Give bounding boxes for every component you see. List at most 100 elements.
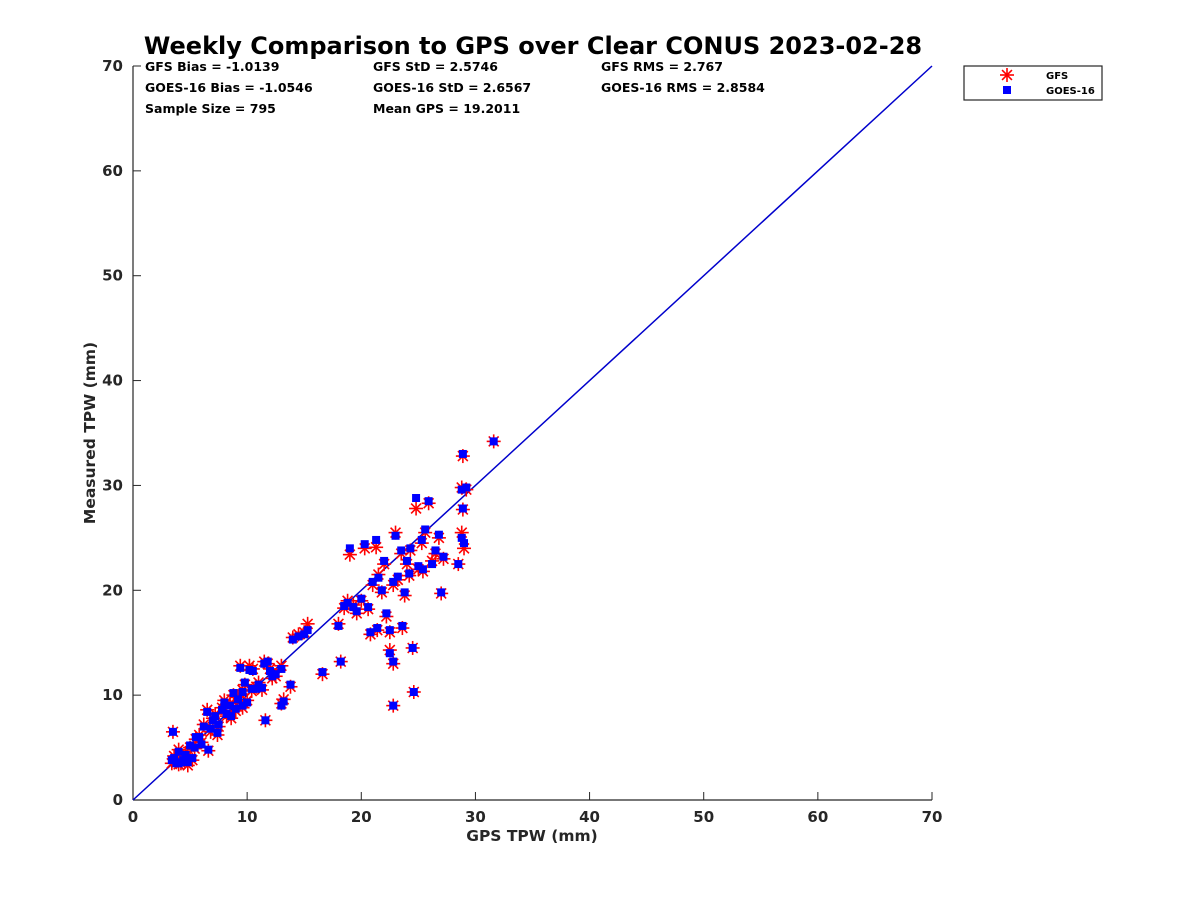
goes16-point — [236, 663, 245, 672]
goes16-point — [243, 698, 252, 707]
y-axis-label: Measured TPW (mm) — [81, 342, 99, 524]
goes16-point — [462, 483, 471, 492]
goes16-point — [377, 586, 386, 595]
goes16-point — [457, 485, 466, 494]
goes16-point — [421, 525, 430, 534]
legend-goes16-marker — [1003, 86, 1011, 94]
y-tick-label: 20 — [102, 581, 123, 599]
goes16-point — [389, 701, 398, 710]
y-axis-ticks: 0 10 20 30 40 50 60 70 — [102, 57, 141, 809]
goes16-point — [398, 621, 407, 630]
goes16-point — [414, 562, 423, 571]
x-axis-label: GPS TPW (mm) — [466, 827, 598, 845]
goes16-point — [372, 535, 381, 544]
gfs-rms-stat: GFS RMS = 2.767 — [601, 59, 723, 74]
statistics-block: GFS Bias = -1.0139 GFS StD = 2.5746 GFS … — [145, 59, 765, 116]
y-tick-label: 30 — [102, 476, 123, 494]
legend-gfs-label: GFS — [1046, 71, 1068, 82]
goes16-point — [336, 657, 345, 666]
goes16-point — [220, 698, 229, 707]
goes16-point — [286, 680, 295, 689]
goes16-point — [181, 750, 190, 759]
x-tick-label: 70 — [922, 808, 943, 826]
goes16-point — [405, 569, 414, 578]
goes16-point — [457, 533, 466, 542]
goes-bias-stat: GOES-16 Bias = -1.0546 — [145, 80, 313, 95]
goes16-point — [167, 756, 176, 765]
chart-title: Weekly Comparison to GPS over Clear CONU… — [144, 32, 922, 60]
goes16-point — [277, 664, 286, 673]
goes16-point — [203, 707, 212, 716]
goes16-point — [238, 687, 247, 696]
goes16-point — [197, 740, 206, 749]
x-tick-label: 0 — [128, 808, 138, 826]
goes16-point — [454, 560, 463, 569]
goes16-point — [437, 588, 446, 597]
goes16-point — [343, 598, 352, 607]
goes16-point — [257, 683, 266, 692]
goes16-point — [204, 745, 213, 754]
goes16-point — [345, 544, 354, 553]
legend-goes16-label: GOES-16 — [1046, 86, 1095, 97]
legend: GFS GOES-16 — [963, 65, 1103, 101]
goes16-point — [218, 705, 227, 714]
goes16-point — [247, 684, 256, 693]
y-tick-label: 0 — [113, 791, 123, 809]
goes16-point — [400, 588, 409, 597]
gfs-bias-stat: GFS Bias = -1.0139 — [145, 59, 279, 74]
goes16-point — [393, 572, 402, 581]
goes16-point — [206, 724, 215, 733]
goes16-point — [265, 667, 274, 676]
goes16-point — [238, 701, 247, 710]
goes16-point — [277, 701, 286, 710]
goes16-point — [424, 497, 433, 506]
goes16-point — [231, 704, 240, 713]
goes16-point — [294, 632, 303, 641]
goes16-point — [214, 720, 223, 729]
goes16-point — [428, 560, 437, 569]
x-tick-label: 40 — [579, 808, 600, 826]
goes16-point — [460, 539, 469, 548]
goes16-point — [412, 494, 421, 503]
goes16-point — [303, 626, 312, 635]
goes16-point — [248, 667, 257, 676]
goes16-point — [364, 603, 373, 612]
goes16-point — [222, 710, 231, 719]
x-tick-label: 20 — [351, 808, 372, 826]
goes16-point — [208, 716, 217, 725]
goes16-point — [458, 449, 467, 458]
goes16-point — [368, 577, 377, 586]
goes16-point — [418, 565, 427, 574]
y-tick-label: 10 — [102, 686, 123, 704]
goes16-point — [385, 649, 394, 658]
goes16-point — [352, 607, 361, 616]
goes16-point — [168, 727, 177, 736]
goes16-point — [190, 743, 199, 752]
goes16-point — [174, 747, 183, 756]
x-axis-ticks: 0 10 20 30 40 50 60 70 — [128, 792, 943, 826]
goes16-point — [380, 556, 389, 565]
y-tick-label: 70 — [102, 57, 123, 75]
goes16-point — [226, 701, 235, 710]
goes16-point — [213, 728, 222, 737]
goes16-point — [458, 504, 467, 513]
goes16-point — [240, 678, 249, 687]
goes16-point — [279, 697, 288, 706]
goes16-point — [188, 754, 197, 763]
goes16-point — [183, 758, 192, 767]
goes16-point — [186, 741, 195, 750]
goes16-point — [373, 624, 382, 633]
goes16-point — [391, 531, 400, 540]
sample-size-stat: Sample Size = 795 — [145, 101, 276, 116]
goes16-point — [357, 594, 366, 603]
goes16-point — [431, 546, 440, 555]
goes16-point — [211, 712, 220, 721]
goes16-point — [439, 552, 448, 561]
goes16-point — [227, 712, 236, 721]
mean-gps-stat: Mean GPS = 19.2011 — [373, 101, 520, 116]
x-tick-label: 60 — [807, 808, 828, 826]
gfs-std-stat: GFS StD = 2.5746 — [373, 59, 498, 74]
goes16-point — [382, 609, 391, 618]
goes16-point — [389, 577, 398, 586]
goes16-point — [229, 689, 238, 698]
